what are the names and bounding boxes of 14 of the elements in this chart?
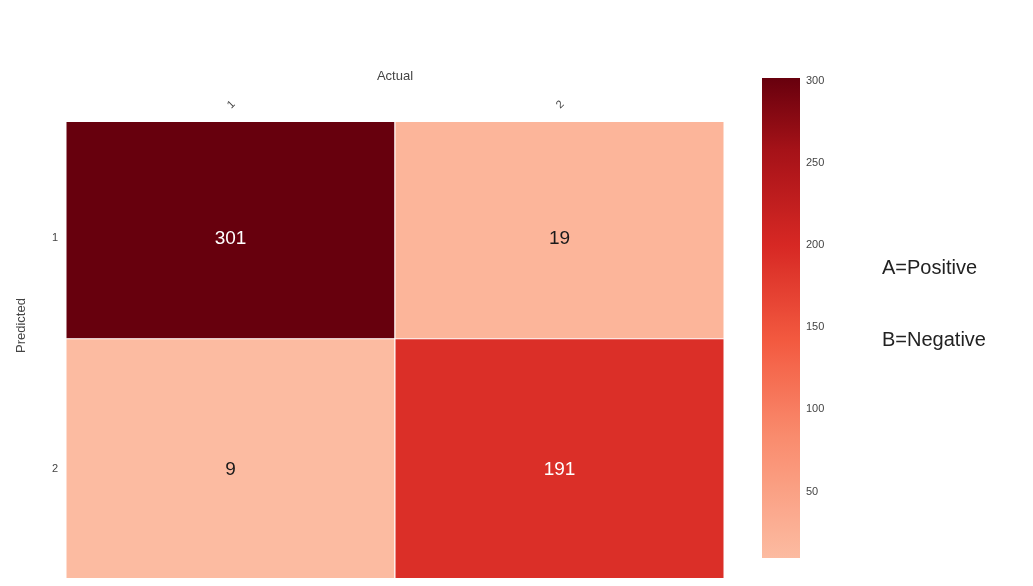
data-label: 301 <box>214 227 247 248</box>
text: B=Negative <box>882 328 986 351</box>
color-bar-label: 250 <box>806 155 825 168</box>
y-axis-title: Predicted <box>12 298 28 353</box>
x-axis-title: Actual <box>376 68 414 84</box>
data-label: 19 <box>548 227 571 248</box>
color-bar-label: 50 <box>806 484 819 497</box>
data-label: 191 <box>543 458 576 479</box>
color-bar-label: 100 <box>806 402 825 415</box>
text: A=Positive <box>882 256 978 279</box>
data-label: 9 <box>225 458 236 479</box>
color-bar-label: 150 <box>806 320 825 333</box>
color-bar-label: 200 <box>806 238 825 251</box>
color-bar-label: 300 <box>806 73 825 86</box>
